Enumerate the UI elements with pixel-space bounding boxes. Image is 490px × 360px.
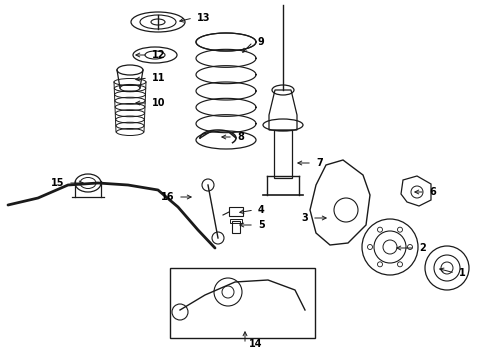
Text: 6: 6 xyxy=(429,187,436,197)
Text: 15: 15 xyxy=(50,178,64,188)
Text: 4: 4 xyxy=(258,205,265,215)
Text: 9: 9 xyxy=(257,37,264,47)
Text: 14: 14 xyxy=(249,339,263,349)
Text: 3: 3 xyxy=(301,213,308,223)
Text: 11: 11 xyxy=(152,73,166,83)
Text: 12: 12 xyxy=(152,50,166,60)
Text: 16: 16 xyxy=(161,192,174,202)
Text: 5: 5 xyxy=(258,220,265,230)
Text: 2: 2 xyxy=(419,243,426,253)
Text: 8: 8 xyxy=(237,132,244,142)
Text: 1: 1 xyxy=(459,268,466,278)
Bar xyxy=(230,219,242,223)
Bar xyxy=(229,207,243,216)
Bar xyxy=(170,268,315,338)
Text: 10: 10 xyxy=(152,98,166,108)
Text: 7: 7 xyxy=(316,158,323,168)
Bar xyxy=(274,130,292,178)
Bar xyxy=(232,221,240,233)
Text: 13: 13 xyxy=(197,13,211,23)
